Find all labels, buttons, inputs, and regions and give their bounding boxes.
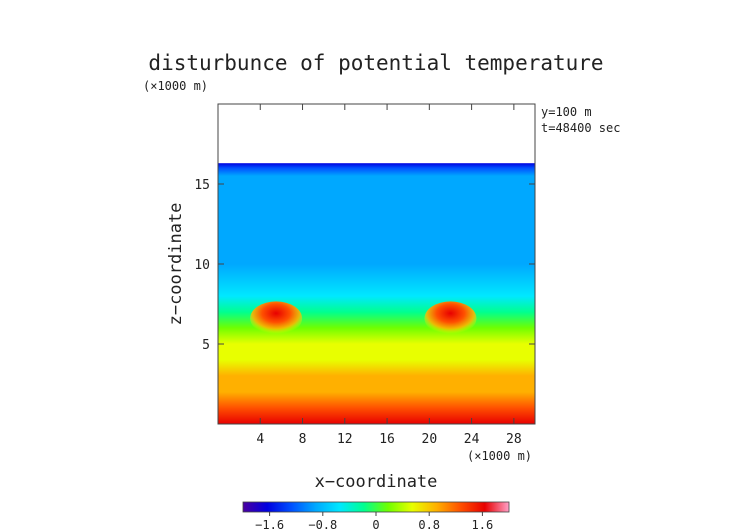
colorbar xyxy=(242,501,510,513)
x-tick-label: 20 xyxy=(422,432,438,447)
colorbar-tick-label: 1.6 xyxy=(472,518,494,532)
x-axis-ticks: 4 8 12 16 20 24 28 xyxy=(256,104,522,447)
annotation-t: t=48400 sec xyxy=(541,121,620,135)
colorbar-tick-label: −0.8 xyxy=(308,518,337,532)
x-tick-label: 12 xyxy=(337,432,353,447)
x-unit-label: (×1000 m) xyxy=(467,449,532,463)
x-tick-label: 4 xyxy=(256,432,264,447)
x-tick-label: 28 xyxy=(506,432,522,447)
z-tick-label: 15 xyxy=(194,178,210,193)
z-tick-label: 10 xyxy=(194,258,210,273)
z-axis-ticks: 5 10 15 xyxy=(194,178,535,353)
annotation-y: y=100 m xyxy=(541,105,592,119)
colorbar-ticks: −1.6 −0.8 0 0.8 1.6 xyxy=(255,512,493,532)
field-background xyxy=(218,163,535,424)
x-tick-label: 16 xyxy=(379,432,395,447)
chart-title: disturbunce of potential temperature xyxy=(148,51,603,75)
x-axis-label: x−coordinate xyxy=(315,472,438,492)
colorbar-tick-label: 0 xyxy=(372,518,379,532)
field-layer xyxy=(218,163,535,424)
warm-blob-0 xyxy=(250,301,303,336)
z-tick-label: 5 xyxy=(202,338,210,353)
x-tick-label: 8 xyxy=(299,432,307,447)
z-axis-label: z−coordinate xyxy=(166,203,186,326)
x-tick-label: 24 xyxy=(464,432,480,447)
warm-blob-1 xyxy=(424,301,477,336)
z-unit-label: (×1000 m) xyxy=(143,79,208,93)
colorbar-tick-label: −1.6 xyxy=(255,518,284,532)
colorbar-tick-label: 0.8 xyxy=(418,518,440,532)
